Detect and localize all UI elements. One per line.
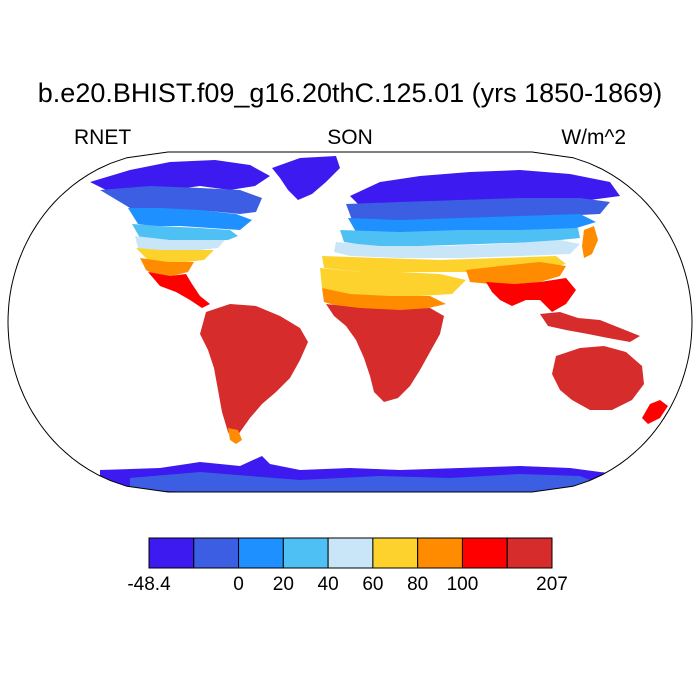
colorbar-tick-label: 40 xyxy=(318,574,339,595)
south-asia xyxy=(466,262,566,284)
australia xyxy=(552,346,644,410)
japan xyxy=(582,226,598,258)
variable-label: RNET xyxy=(74,126,132,149)
sahel-band xyxy=(322,288,446,310)
season-label: SON xyxy=(327,126,373,149)
north-america-mid xyxy=(128,208,252,230)
greenland xyxy=(272,156,340,200)
new-zealand xyxy=(642,400,668,424)
colorbar-swatch xyxy=(148,537,195,569)
colorbar-tick-label: 207 xyxy=(536,574,568,595)
colorbar-tick-label: 100 xyxy=(447,574,479,595)
south-america xyxy=(200,304,308,442)
colorbar-swatch xyxy=(327,537,374,569)
colorbar-swatch xyxy=(238,537,284,569)
sahara-arabia xyxy=(320,268,466,296)
indonesia-islands xyxy=(540,312,640,342)
north-america-south xyxy=(140,258,194,276)
colorbar-swatch xyxy=(193,537,240,569)
central-southern-africa xyxy=(326,304,444,402)
mexico-central-america xyxy=(148,272,210,308)
colorbar-swatch xyxy=(372,537,419,569)
north-america-cool xyxy=(132,224,238,240)
colorbar-tick-label: 20 xyxy=(273,574,294,595)
north-america-temperate xyxy=(135,236,225,250)
india-southeast-asia xyxy=(486,278,576,312)
colorbar-tick-label: 60 xyxy=(362,574,383,595)
colorbar-swatch xyxy=(417,537,463,569)
eurasia-arctic xyxy=(350,170,620,206)
colorbar-tick-label: 80 xyxy=(407,574,428,595)
north-america-arctic xyxy=(90,160,270,192)
colorbar-swatch xyxy=(506,537,553,569)
map-outline xyxy=(7,151,693,493)
colorbar-tick-label: -48.4 xyxy=(127,574,171,595)
north-america-warm xyxy=(136,248,214,262)
north-america-boreal xyxy=(100,186,262,214)
eurasia-cool xyxy=(340,228,580,246)
plot-title: b.e20.BHIST.f09_g16.20thC.125.01 (yrs 18… xyxy=(37,78,663,108)
colorbar-tick-label: 0 xyxy=(233,574,244,595)
colorbar-swatch xyxy=(282,537,329,569)
colorbar-swatch xyxy=(461,537,508,569)
eurasia-cold xyxy=(348,214,596,234)
eurasia-temperate xyxy=(334,240,580,258)
antarctica-coast-band xyxy=(130,472,600,492)
south-america-tip xyxy=(228,428,242,444)
units-label: W/m^2 xyxy=(561,126,626,149)
